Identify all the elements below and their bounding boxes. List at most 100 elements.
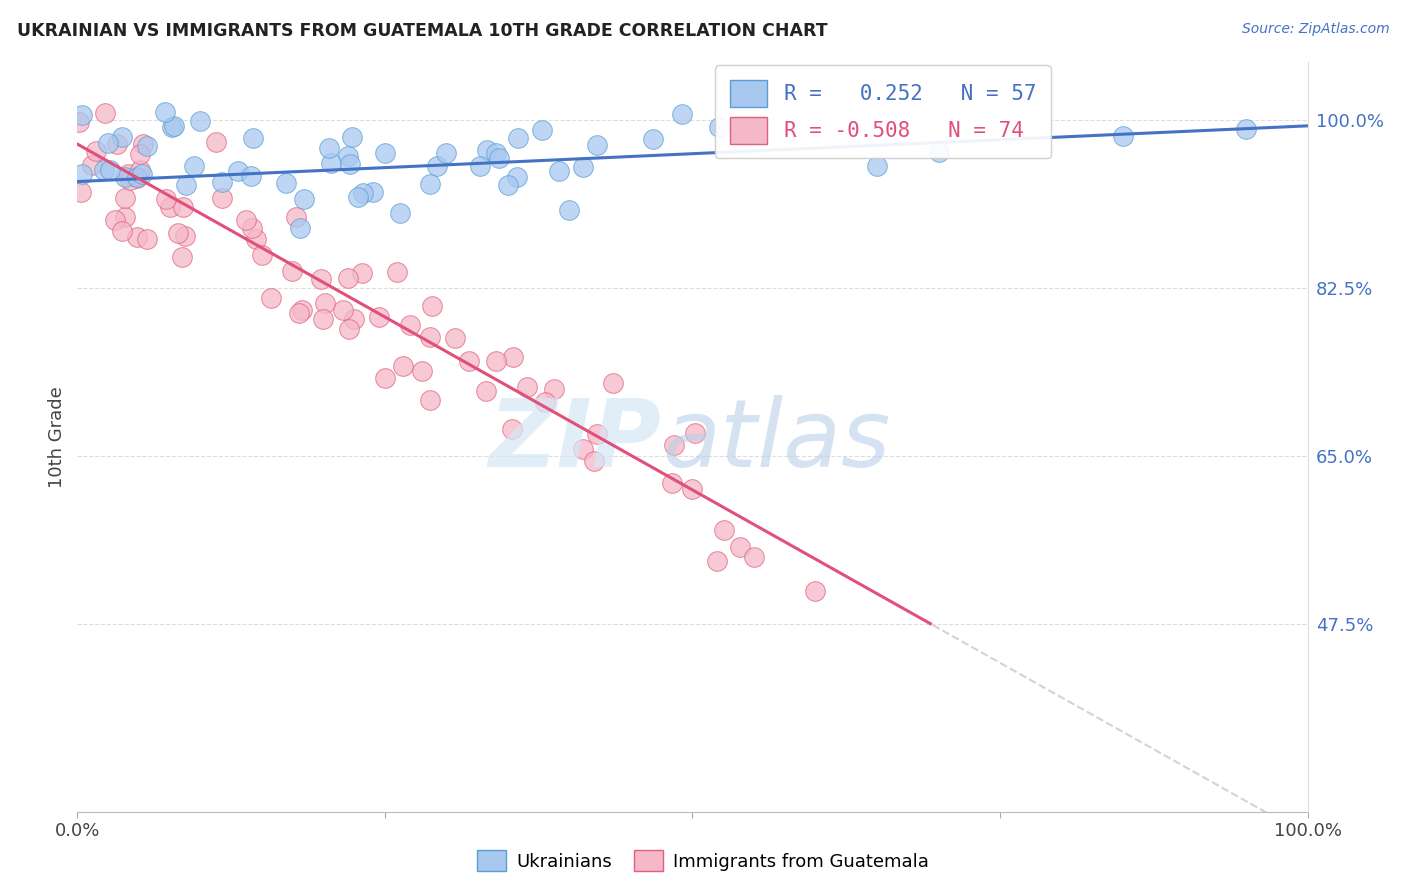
- Point: [505, 170, 527, 185]
- Point: [496, 178, 519, 193]
- Point: [309, 272, 332, 286]
- Point: [70, 186, 93, 200]
- Point: [153, 105, 176, 120]
- Point: [260, 291, 283, 305]
- Point: [343, 312, 366, 326]
- Point: [174, 178, 197, 192]
- Point: [602, 376, 624, 390]
- Point: [288, 221, 311, 235]
- Point: [159, 200, 181, 214]
- Point: [167, 226, 190, 240]
- Point: [155, 192, 177, 206]
- Point: [426, 159, 449, 173]
- Legend: R =   0.252   N = 57, R = -0.508   N = 74: R = 0.252 N = 57, R = -0.508 N = 74: [716, 65, 1052, 159]
- Text: atlas: atlas: [662, 395, 890, 486]
- Point: [245, 232, 267, 246]
- Point: [314, 296, 336, 310]
- Point: [114, 191, 136, 205]
- Text: ZIP: ZIP: [489, 395, 662, 487]
- Point: [730, 540, 752, 554]
- Point: [132, 137, 155, 152]
- Point: [742, 550, 765, 565]
- Point: [205, 135, 228, 149]
- Point: [477, 143, 499, 157]
- Point: [866, 159, 889, 173]
- Point: [501, 422, 523, 436]
- Point: [374, 371, 396, 385]
- Point: [361, 185, 384, 199]
- Point: [312, 311, 335, 326]
- Point: [399, 318, 422, 333]
- Point: [475, 384, 498, 398]
- Point: [135, 232, 157, 246]
- Point: [288, 306, 311, 320]
- Point: [713, 523, 735, 537]
- Point: [94, 106, 117, 120]
- Point: [411, 364, 433, 378]
- Point: [318, 141, 340, 155]
- Point: [661, 476, 683, 491]
- Point: [80, 158, 103, 172]
- Point: [419, 393, 441, 408]
- Point: [104, 212, 127, 227]
- Point: [211, 191, 233, 205]
- Point: [337, 149, 360, 163]
- Point: [242, 131, 264, 145]
- Legend: Ukrainians, Immigrants from Guatemala: Ukrainians, Immigrants from Guatemala: [470, 843, 936, 879]
- Text: Source: ZipAtlas.com: Source: ZipAtlas.com: [1241, 22, 1389, 37]
- Point: [368, 310, 391, 324]
- Point: [111, 129, 134, 144]
- Point: [125, 230, 148, 244]
- Point: [586, 426, 609, 441]
- Point: [488, 151, 510, 165]
- Point: [70, 167, 93, 181]
- Point: [337, 271, 360, 285]
- Point: [97, 136, 120, 150]
- Point: [347, 190, 370, 204]
- Text: UKRAINIAN VS IMMIGRANTS FROM GUATEMALA 10TH GRADE CORRELATION CHART: UKRAINIAN VS IMMIGRANTS FROM GUATEMALA 1…: [17, 22, 828, 40]
- Point: [129, 163, 152, 178]
- Point: [284, 210, 307, 224]
- Point: [1234, 122, 1257, 136]
- Point: [281, 264, 304, 278]
- Point: [682, 482, 704, 496]
- Point: [572, 442, 595, 457]
- Point: [506, 131, 529, 145]
- Point: [117, 168, 139, 182]
- Point: [100, 163, 122, 178]
- Point: [235, 213, 257, 227]
- Point: [93, 162, 115, 177]
- Point: [183, 159, 205, 173]
- Point: [350, 266, 373, 280]
- Point: [69, 114, 91, 128]
- Point: [671, 106, 693, 120]
- Point: [586, 138, 609, 153]
- Point: [389, 206, 412, 220]
- Point: [84, 144, 107, 158]
- Point: [131, 167, 153, 181]
- Point: [731, 118, 754, 132]
- Point: [118, 172, 141, 186]
- Point: [583, 454, 606, 468]
- Point: [1112, 129, 1135, 144]
- Point: [240, 221, 263, 235]
- Point: [709, 120, 731, 135]
- Point: [276, 176, 298, 190]
- Point: [114, 170, 136, 185]
- Point: [129, 147, 152, 161]
- Point: [706, 554, 728, 568]
- Point: [392, 359, 415, 374]
- Point: [530, 123, 553, 137]
- Point: [211, 175, 233, 189]
- Point: [332, 303, 354, 318]
- Point: [516, 380, 538, 394]
- Point: [571, 160, 593, 174]
- Point: [548, 164, 571, 178]
- Point: [342, 129, 364, 144]
- Point: [928, 145, 950, 160]
- Point: [458, 353, 481, 368]
- Point: [172, 200, 194, 214]
- Point: [339, 322, 361, 336]
- Point: [643, 131, 665, 145]
- Point: [292, 192, 315, 206]
